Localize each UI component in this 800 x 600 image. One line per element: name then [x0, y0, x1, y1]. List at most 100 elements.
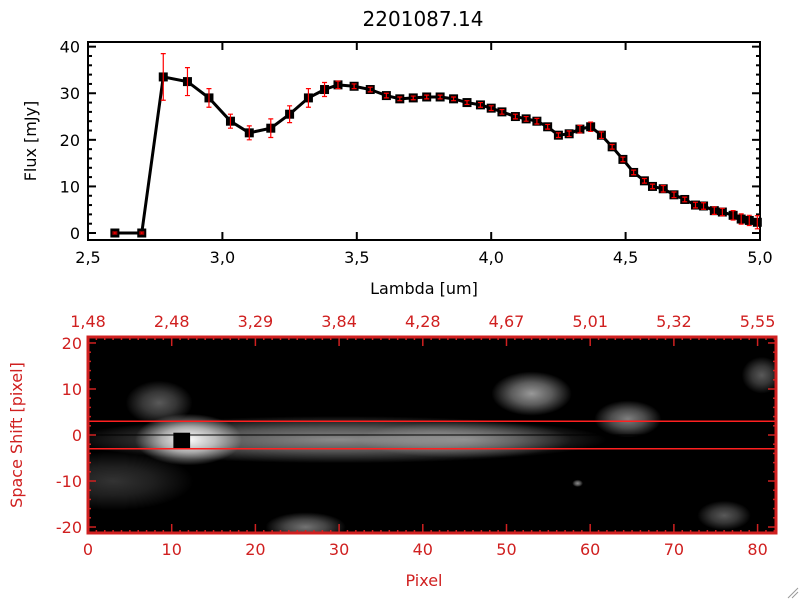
x-tick-label: 60	[580, 540, 600, 559]
error-bar	[682, 196, 688, 203]
top-wavelength-tick-label: 4,67	[489, 312, 525, 331]
x-tick-label: 2,5	[75, 248, 100, 267]
top-wavelength-tick-label: 5,55	[740, 312, 776, 331]
x-tick-label: 3,0	[210, 248, 235, 267]
error-bar	[499, 108, 505, 115]
error-bar	[692, 201, 698, 209]
error-bar	[523, 115, 529, 122]
error-bar	[754, 215, 760, 230]
y-tick-label: 30	[60, 84, 80, 103]
error-bar	[184, 67, 190, 97]
heatmap-feature	[32, 451, 194, 511]
y-tick-label: 0	[72, 426, 82, 445]
error-bar	[566, 130, 572, 138]
saturated-pixel	[173, 432, 191, 449]
error-bar	[477, 101, 483, 108]
error-bar	[206, 87, 212, 108]
error-bar	[660, 184, 666, 193]
top-wavelength-tick-label: 1,48	[70, 312, 106, 331]
error-bar	[545, 123, 551, 130]
top-x-axis-label: Lambda [um]	[370, 279, 478, 298]
error-bar	[631, 169, 637, 176]
y-tick-label: 20	[60, 131, 80, 150]
x-tick-label: 0	[83, 540, 93, 559]
error-bar	[464, 100, 470, 106]
y-tick-label: 10	[60, 177, 80, 196]
error-bar	[112, 231, 118, 235]
x-tick-label: 80	[747, 540, 767, 559]
error-bar	[577, 124, 583, 134]
x-tick-label: 40	[413, 540, 433, 559]
error-bar	[701, 202, 707, 210]
heatmap-feature	[491, 371, 572, 416]
error-bar	[730, 210, 736, 221]
error-bar	[322, 81, 328, 98]
error-bar	[512, 113, 518, 120]
top-wavelength-tick-label: 3,84	[321, 312, 357, 331]
heatmap-feature	[697, 500, 751, 531]
error-bar	[451, 96, 457, 102]
error-bar	[383, 92, 389, 99]
error-bar	[609, 143, 615, 150]
error-bar	[711, 206, 717, 215]
error-bar	[534, 117, 540, 125]
y-tick-label: 40	[60, 38, 80, 57]
error-bar	[268, 118, 274, 139]
error-bar	[555, 132, 561, 139]
top-wavelength-tick-label: 3,29	[238, 312, 274, 331]
error-bar	[287, 105, 293, 124]
y-tick-label: 0	[70, 224, 80, 243]
y-tick-label: -20	[56, 518, 82, 537]
bottom-y-axis-label: Space Shift [pixel]	[7, 362, 26, 508]
error-bar	[367, 86, 373, 93]
error-bar	[719, 207, 725, 217]
error-bar	[738, 213, 744, 225]
error-bar	[351, 83, 357, 90]
error-bar	[649, 183, 655, 190]
error-bar	[437, 94, 443, 100]
chart-title: 2201087.14	[363, 7, 484, 31]
error-bar	[227, 113, 233, 129]
error-bar	[671, 191, 677, 199]
x-tick-label: 70	[664, 540, 684, 559]
top-wavelength-tick-label: 4,28	[405, 312, 441, 331]
error-bar	[641, 177, 647, 184]
x-tick-label: 4,0	[478, 248, 503, 267]
y-tick-label: 10	[62, 380, 82, 399]
error-bar	[620, 156, 626, 163]
error-bar	[598, 131, 604, 140]
heatmap-feature	[572, 479, 583, 487]
error-bar	[160, 53, 166, 101]
y-tick-label: -10	[56, 472, 82, 491]
top-wavelength-tick-label: 5,01	[572, 312, 608, 331]
top-y-axis-label: Flux [mJy]	[21, 101, 40, 182]
error-bar	[397, 96, 403, 102]
top-wavelength-tick-label: 2,48	[154, 312, 190, 331]
heatmap-feature	[357, 421, 572, 459]
error-bar	[246, 125, 252, 141]
error-bar	[424, 94, 430, 100]
heatmap-feature	[265, 512, 346, 542]
error-bar	[746, 214, 752, 227]
x-tick-label: 10	[162, 540, 182, 559]
x-tick-label: 30	[329, 540, 349, 559]
bottom-x-axis-label: Pixel	[405, 571, 442, 590]
heatmap-feature	[594, 400, 662, 438]
error-bar	[410, 95, 416, 101]
plot-frame	[87, 41, 761, 241]
x-tick-label: 5,0	[747, 248, 772, 267]
x-tick-label: 4,5	[613, 248, 638, 267]
heatmap-feature	[741, 356, 782, 394]
x-tick-label: 20	[245, 540, 265, 559]
error-bar	[488, 105, 494, 112]
x-tick-label: 3,5	[344, 248, 369, 267]
error-bar	[335, 80, 341, 90]
heatmap-feature	[125, 380, 193, 425]
x-tick-label: 50	[496, 540, 516, 559]
y-tick-label: 20	[62, 334, 82, 353]
resize-grip-icon[interactable]	[787, 587, 799, 599]
error-bar	[588, 121, 594, 133]
top-wavelength-tick-label: 5,32	[656, 312, 692, 331]
error-bar	[139, 231, 145, 235]
